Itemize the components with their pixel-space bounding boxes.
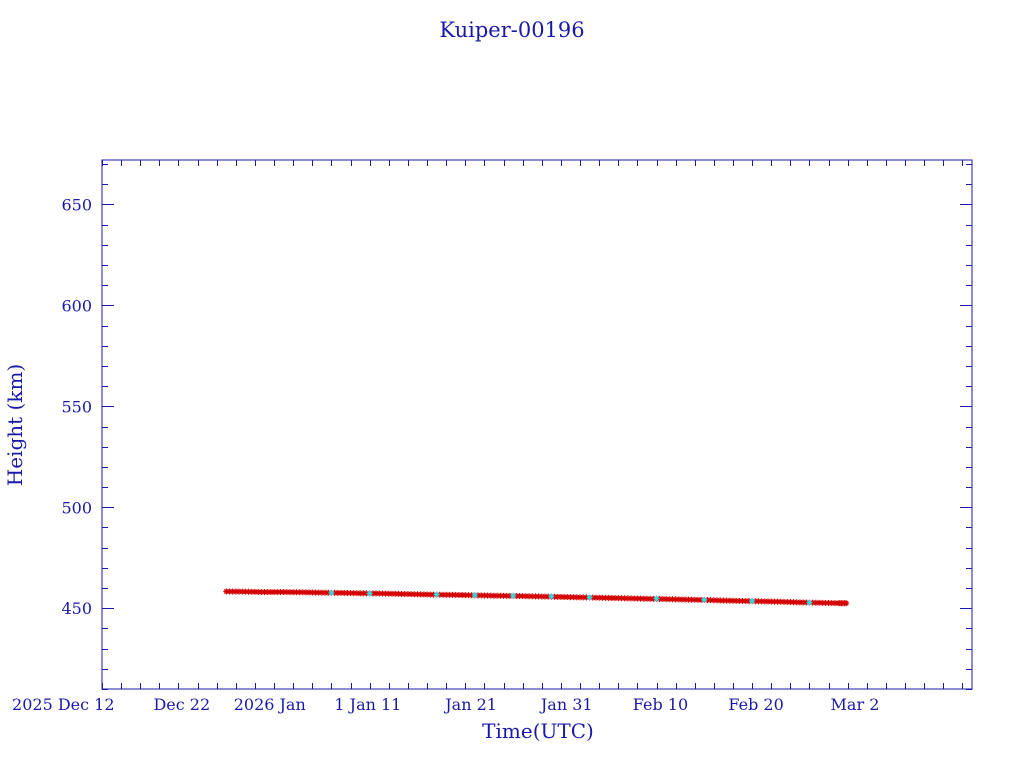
x-tick-label: Dec 22 [153, 695, 210, 714]
data-point [843, 600, 850, 607]
data-point [510, 592, 517, 599]
x-tick-label: Mar 2 [831, 695, 880, 714]
chart-title: Kuiper-00196 [439, 18, 584, 42]
y-tick-label: 600 [61, 296, 92, 315]
data-point [701, 596, 708, 603]
x-tick-label: Feb 10 [633, 695, 688, 714]
x-tick-label: 2026 Jan [234, 695, 306, 714]
data-point [749, 597, 756, 604]
plot-frame [101, 159, 973, 690]
x-tick-label: 1 Jan 11 [334, 695, 401, 714]
y-tick-label: 450 [61, 599, 92, 618]
x-axis-label: Time(UTC) [482, 719, 594, 743]
y-tick-label: 550 [61, 397, 92, 416]
data-point [433, 591, 440, 598]
data-point [471, 592, 478, 599]
plot-border [101, 159, 973, 690]
x-tick-label: Feb 20 [728, 695, 783, 714]
y-tick-label: 500 [61, 498, 92, 517]
data-point [373, 590, 380, 597]
data-point [653, 595, 660, 602]
y-tick-label: 650 [61, 195, 92, 214]
data-point [806, 599, 813, 606]
data-points [223, 588, 850, 607]
y-axis-ticks: 450 500 550 600 650 [61, 164, 972, 690]
data-point [548, 593, 555, 600]
y-axis-label: Height (km) [3, 364, 27, 486]
x-tick-label: Jan 21 [443, 695, 497, 714]
x-axis-ticks: 2025 Dec 12 Dec 22 2026 Jan 1 Jan 11 Jan 21 J… [12, 160, 963, 714]
x-tick-label: 2025 Dec 12 [12, 695, 115, 714]
data-point [366, 590, 373, 597]
data-point [328, 589, 335, 596]
x-tick-label: Jan 31 [539, 695, 593, 714]
data-point [586, 594, 593, 601]
